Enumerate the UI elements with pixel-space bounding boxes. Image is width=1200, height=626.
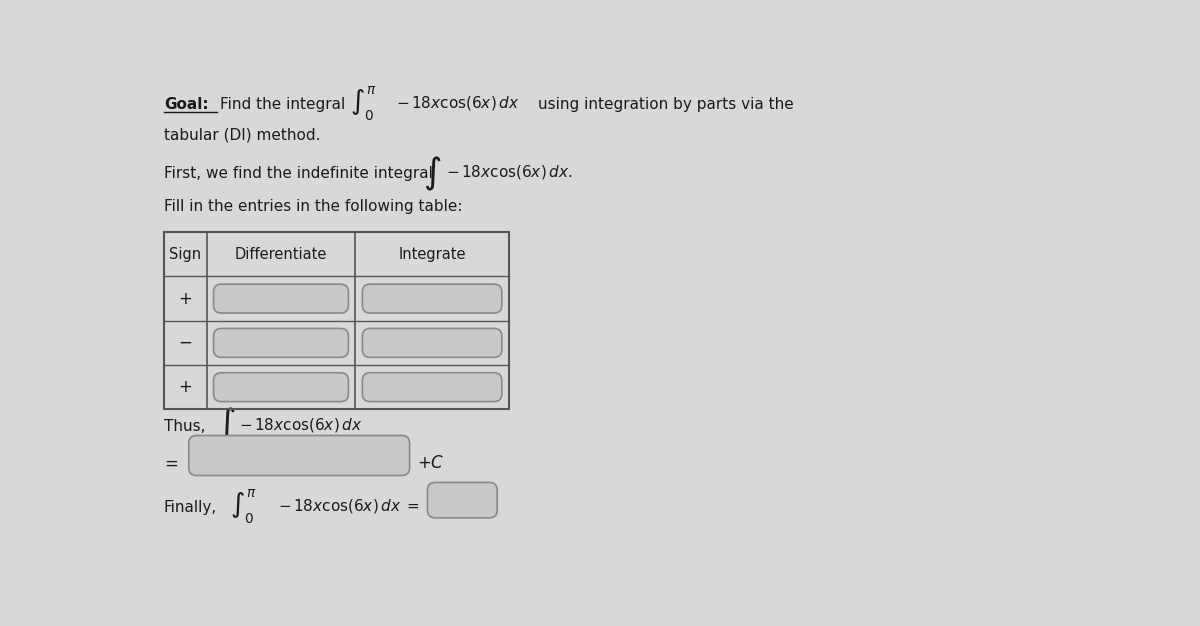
FancyBboxPatch shape	[214, 372, 348, 402]
FancyBboxPatch shape	[427, 483, 497, 518]
Text: $\int$: $\int$	[422, 155, 442, 193]
FancyBboxPatch shape	[362, 329, 502, 357]
Text: Fill in the entries in the following table:: Fill in the entries in the following tab…	[164, 200, 462, 215]
Text: Finally,: Finally,	[164, 500, 217, 515]
Text: using integration by parts via the: using integration by parts via the	[538, 97, 793, 112]
Text: $-\,18x\cos(6x)\,dx.$: $-\,18x\cos(6x)\,dx.$	[446, 163, 572, 182]
Text: Goal:: Goal:	[164, 97, 209, 112]
Text: Integrate: Integrate	[398, 247, 466, 262]
Text: First, we find the indefinite integral: First, we find the indefinite integral	[164, 167, 433, 182]
Text: =: =	[164, 454, 178, 473]
Text: tabular (DI) method.: tabular (DI) method.	[164, 128, 320, 143]
Text: $-\,18x\cos(6x)\,dx\;=$: $-\,18x\cos(6x)\,dx\;=$	[278, 497, 419, 515]
Text: Sign: Sign	[169, 247, 202, 262]
Text: $\int$: $\int$	[217, 406, 236, 444]
Text: Thus,: Thus,	[164, 419, 205, 434]
Text: $\int_0^{\pi}$: $\int_0^{\pi}$	[230, 487, 257, 526]
Text: +: +	[179, 378, 192, 396]
Bar	[164, 232, 509, 409]
FancyBboxPatch shape	[214, 284, 348, 313]
Text: $-\,18x\cos(6x)\,dx$: $-\,18x\cos(6x)\,dx$	[396, 94, 520, 112]
Text: $-\,18x\cos(6x)\,dx$: $-\,18x\cos(6x)\,dx$	[239, 416, 362, 434]
FancyBboxPatch shape	[214, 329, 348, 357]
FancyBboxPatch shape	[188, 436, 409, 476]
Text: Differentiate: Differentiate	[235, 247, 328, 262]
Text: −: −	[179, 334, 192, 352]
Text: $+C$: $+C$	[416, 454, 444, 473]
FancyBboxPatch shape	[362, 284, 502, 313]
Text: $\int_0^{\pi}$: $\int_0^{\pi}$	[350, 85, 377, 123]
Text: Find the integral: Find the integral	[220, 97, 346, 112]
Text: +: +	[179, 290, 192, 307]
FancyBboxPatch shape	[362, 372, 502, 402]
